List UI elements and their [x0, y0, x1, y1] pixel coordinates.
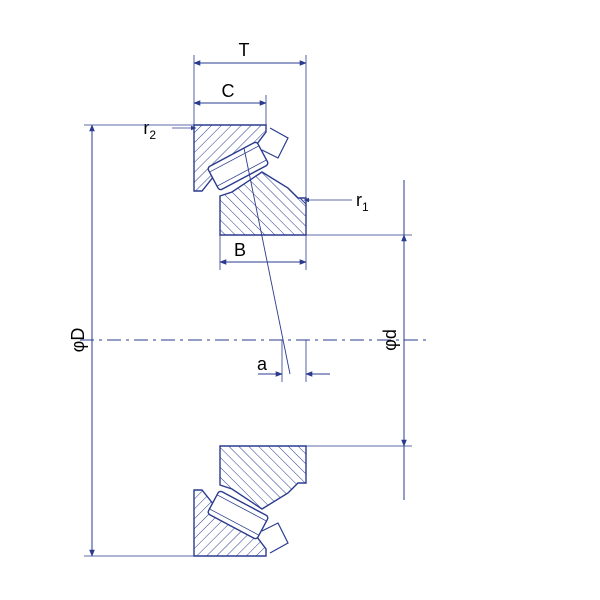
label-T: T [239, 40, 250, 60]
label-phid: φd [380, 329, 400, 351]
dimension-r1: r1 [304, 190, 369, 214]
label-phiD: φD [68, 328, 88, 353]
dimension-r2: r2 [143, 118, 196, 142]
dimension-a: a [257, 340, 330, 382]
label-a: a [257, 354, 268, 374]
label-r1-sub: 1 [362, 200, 369, 214]
label-B: B [234, 240, 246, 260]
dimension-phiD: φD [68, 125, 194, 556]
svg-text:r1: r1 [356, 190, 369, 214]
label-C: C [222, 81, 235, 101]
dimension-C: C [194, 81, 266, 125]
svg-text:r2: r2 [143, 118, 156, 142]
label-r2-sub: 2 [149, 128, 156, 142]
bearing-cross-section-diagram: T C r2 B r1 a φD [0, 0, 600, 600]
